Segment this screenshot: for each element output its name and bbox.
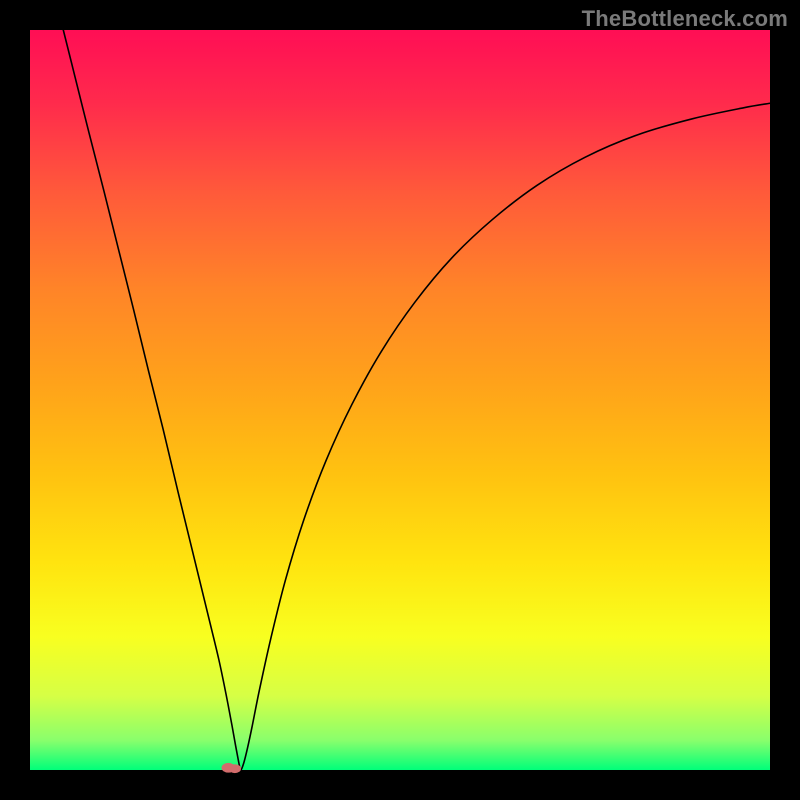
chart-background [30, 30, 770, 770]
watermark-text: TheBottleneck.com [582, 6, 788, 32]
bottleneck-chart [0, 0, 800, 800]
chart-container: TheBottleneck.com [0, 0, 800, 800]
